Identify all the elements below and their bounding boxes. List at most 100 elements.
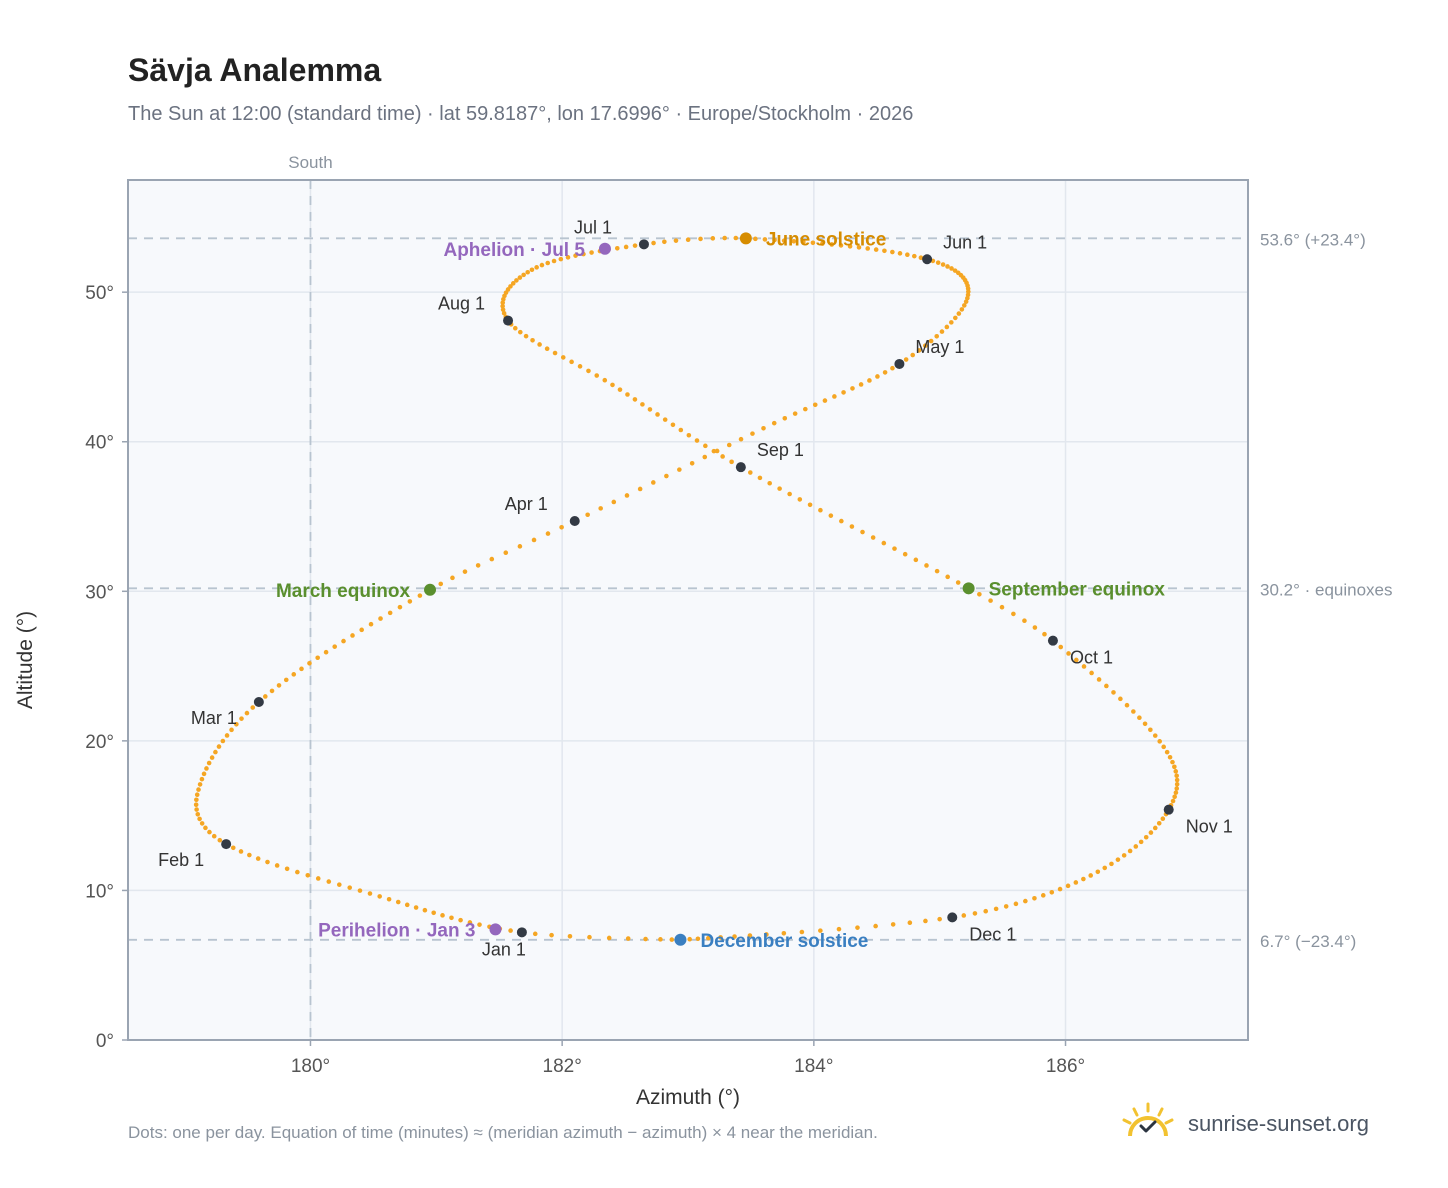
daily-dot [462,569,468,574]
daily-dot [307,660,312,666]
daily-dot [477,922,482,927]
daily-dot [1172,764,1177,770]
daily-dot [525,269,530,275]
daily-dot [632,397,638,402]
daily-dot [1118,696,1123,702]
daily-dot [907,920,913,926]
daily-dot [890,922,896,927]
daily-dot [839,518,844,524]
daily-dot [567,933,573,939]
daily-dot [822,398,828,403]
daily-dot [781,930,787,936]
daily-dot [585,512,590,518]
daily-dot [651,480,656,485]
daily-dot [1095,869,1101,875]
daily-dot [199,776,205,782]
daily-dot [797,497,803,502]
daily-dot [209,755,215,760]
daily-dot [203,825,208,831]
daily-dot [211,833,217,839]
daily-dot [377,894,382,899]
daily-dot [686,432,692,438]
daily-dot [247,852,252,858]
event-marker [674,933,687,946]
daily-dot [828,513,834,518]
daily-dot [729,459,734,465]
daily-dot [1032,895,1037,901]
daily-dot [1074,657,1079,663]
daily-dot [623,244,629,250]
daily-dot [551,258,557,264]
daily-dot [952,268,958,273]
chart-title: Sävja Analemma [128,52,382,88]
daily-dot [972,911,978,916]
daily-dot [407,599,413,604]
daily-dot [1088,873,1093,878]
footnote: Dots: one per day. Equation of time (min… [128,1123,878,1142]
event-label: Perihelion · Jan 3 [318,920,475,941]
daily-dot [1049,889,1055,895]
daily-dot [1096,677,1102,682]
daily-dot [531,537,537,543]
daily-dot [500,303,505,309]
daily-dot [545,531,551,536]
daily-dot [577,364,583,369]
daily-dot [565,255,571,260]
daily-dot [206,760,212,766]
daily-dot [315,876,321,881]
daily-dot [747,933,753,938]
south-label: South [288,153,332,172]
daily-dot [239,716,244,721]
daily-dot [1081,876,1086,882]
daily-dot [500,307,506,312]
daily-dot [787,491,792,497]
daily-dot [503,550,509,556]
brand[interactable]: sunrise-sunset.org [1120,1102,1369,1146]
daily-dot [1170,759,1175,765]
daily-dot [847,244,853,249]
daily-dot [431,910,436,916]
x-tick-label: 180° [291,1056,330,1077]
daily-dot [678,427,684,433]
month-label: Mar 1 [191,708,237,728]
y-tick-label: 50° [85,283,114,304]
reference-line-label: 6.7° (−23.4°) [1260,932,1356,951]
daily-dot [956,311,962,316]
daily-dot [1161,744,1166,750]
daily-dot [1115,857,1121,862]
daily-dot [662,417,668,422]
daily-dot [291,672,297,677]
daily-dot [224,733,230,738]
daily-dot [753,236,758,242]
daily-dot [449,915,454,921]
daily-dot [738,436,744,442]
daily-dot [890,365,895,371]
daily-dot [807,502,813,508]
daily-dot [1174,781,1180,787]
daily-dot [305,873,311,878]
daily-dot [651,240,656,246]
daily-dot [1138,839,1144,845]
daily-dot [216,744,222,749]
month-label: Aug 1 [438,294,485,314]
daily-dot [1127,848,1133,854]
daily-dot [1160,816,1166,822]
y-axis-label: Altitude (°) [14,611,37,709]
daily-dot [761,425,766,431]
daily-dot [323,649,329,655]
daily-dot [1148,830,1154,835]
daily-dot [517,275,523,280]
daily-dot [939,329,945,334]
daily-dot [534,265,539,270]
daily-dot [560,355,566,360]
daily-dot [955,580,961,585]
event-marker [424,583,437,596]
daily-dot [332,644,338,649]
daily-dot [726,442,732,448]
daily-dot [977,591,982,597]
daily-dot [220,738,226,744]
daily-dot [694,438,700,443]
daily-dot [1109,861,1114,867]
daily-dot [673,238,679,243]
